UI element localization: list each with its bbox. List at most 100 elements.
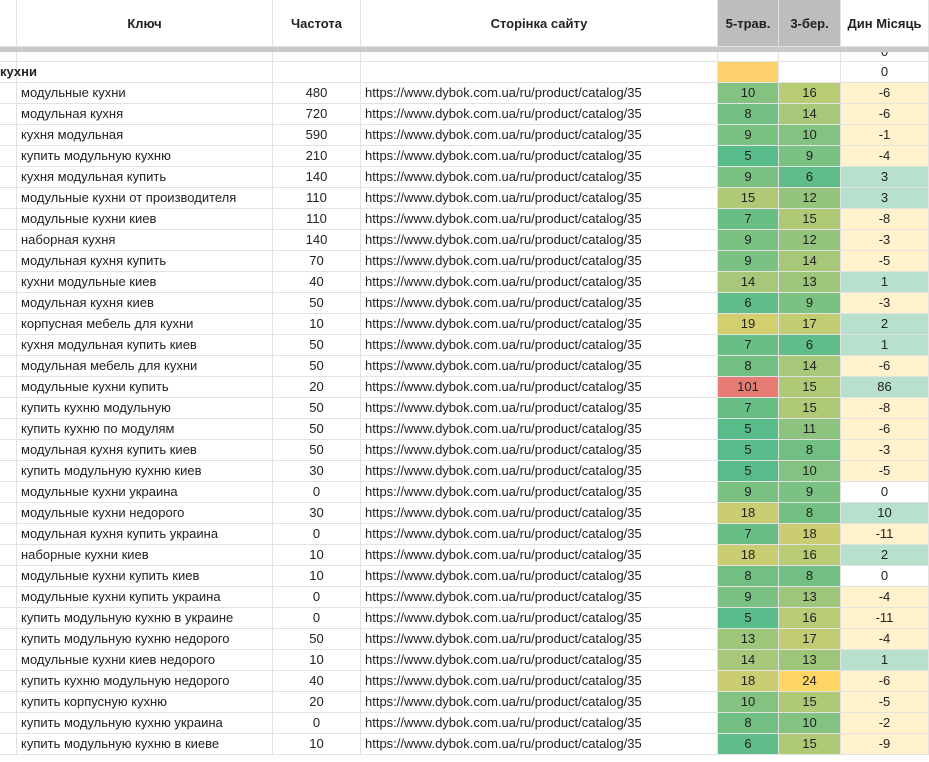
position-may: 5 — [718, 440, 779, 461]
page-url: https://www.dybok.com.ua/ru/product/cata… — [361, 503, 718, 524]
page-url: https://www.dybok.com.ua/ru/product/cata… — [361, 188, 718, 209]
monthly-change: 0 — [841, 482, 929, 503]
position-may: 15 — [718, 188, 779, 209]
monthly-change: -9 — [841, 734, 929, 755]
frequency: 720 — [273, 104, 361, 125]
position-march: 13 — [779, 650, 841, 671]
monthly-change: -5 — [841, 692, 929, 713]
monthly-change: -3 — [841, 293, 929, 314]
row-gutter — [0, 146, 17, 167]
row-gutter — [0, 566, 17, 587]
position-may: 9 — [718, 587, 779, 608]
cell — [273, 52, 361, 62]
monthly-change: -4 — [841, 629, 929, 650]
page-url: https://www.dybok.com.ua/ru/product/cata… — [361, 482, 718, 503]
keyword: модульная кухня купить — [17, 251, 273, 272]
monthly-change: 1 — [841, 272, 929, 293]
position-march: 17 — [779, 314, 841, 335]
keyword: модульные кухни киев недорого — [17, 650, 273, 671]
position-may: 5 — [718, 146, 779, 167]
row-gutter — [0, 503, 17, 524]
page-url: https://www.dybok.com.ua/ru/product/cata… — [361, 209, 718, 230]
group-name: кухни — [0, 62, 273, 83]
row-gutter — [0, 83, 17, 104]
monthly-change: -3 — [841, 230, 929, 251]
page-url: https://www.dybok.com.ua/ru/product/cata… — [361, 104, 718, 125]
keyword: модульная мебель для кухни — [17, 356, 273, 377]
row-gutter — [0, 608, 17, 629]
page-url: https://www.dybok.com.ua/ru/product/cata… — [361, 566, 718, 587]
monthly-change: 86 — [841, 377, 929, 398]
column-header: Частота — [273, 0, 361, 47]
position-march: 17 — [779, 629, 841, 650]
monthly-change: 1 — [841, 650, 929, 671]
monthly-change: -6 — [841, 356, 929, 377]
row-gutter — [0, 188, 17, 209]
position-may: 101 — [718, 377, 779, 398]
position-may: 5 — [718, 461, 779, 482]
keyword: модульные кухни — [17, 83, 273, 104]
keyword: купить модульную кухню недорого — [17, 629, 273, 650]
page-url: https://www.dybok.com.ua/ru/product/cata… — [361, 587, 718, 608]
page-url: https://www.dybok.com.ua/ru/product/cata… — [361, 314, 718, 335]
page-url: https://www.dybok.com.ua/ru/product/cata… — [361, 461, 718, 482]
frequency: 590 — [273, 125, 361, 146]
position-march: 12 — [779, 230, 841, 251]
position-march: 10 — [779, 461, 841, 482]
keyword: кухня модульная купить киев — [17, 335, 273, 356]
column-header: Ключ — [17, 0, 273, 47]
cell — [718, 52, 779, 62]
row-gutter — [0, 692, 17, 713]
position-may: 8 — [718, 104, 779, 125]
position-may: 9 — [718, 125, 779, 146]
position-march: 15 — [779, 377, 841, 398]
row-gutter — [0, 440, 17, 461]
keyword: кухни модульные киев — [17, 272, 273, 293]
frequency: 0 — [273, 713, 361, 734]
frequency: 50 — [273, 440, 361, 461]
cell — [779, 62, 841, 83]
position-may: 7 — [718, 209, 779, 230]
keyword: корпусная мебель для кухни — [17, 314, 273, 335]
position-may: 6 — [718, 293, 779, 314]
position-march: 13 — [779, 272, 841, 293]
frequency: 10 — [273, 734, 361, 755]
page-url: https://www.dybok.com.ua/ru/product/cata… — [361, 713, 718, 734]
monthly-change: -1 — [841, 125, 929, 146]
frequency: 140 — [273, 167, 361, 188]
position-march: 6 — [779, 167, 841, 188]
position-may: 14 — [718, 272, 779, 293]
row-gutter — [0, 377, 17, 398]
cell: 0 — [841, 52, 929, 62]
monthly-change: 2 — [841, 314, 929, 335]
monthly-change: 2 — [841, 545, 929, 566]
page-url: https://www.dybok.com.ua/ru/product/cata… — [361, 524, 718, 545]
page-url: https://www.dybok.com.ua/ru/product/cata… — [361, 377, 718, 398]
position-may: 10 — [718, 692, 779, 713]
frequency: 50 — [273, 293, 361, 314]
keyword: наборные кухни киев — [17, 545, 273, 566]
row-gutter — [0, 482, 17, 503]
position-march: 12 — [779, 188, 841, 209]
frequency: 0 — [273, 482, 361, 503]
monthly-change: -6 — [841, 83, 929, 104]
position-march: 15 — [779, 734, 841, 755]
page-url: https://www.dybok.com.ua/ru/product/cata… — [361, 692, 718, 713]
frequency: 30 — [273, 461, 361, 482]
page-url: https://www.dybok.com.ua/ru/product/cata… — [361, 272, 718, 293]
position-may: 5 — [718, 419, 779, 440]
position-may: 10 — [718, 83, 779, 104]
position-may: 7 — [718, 335, 779, 356]
column-header: 5-трав. — [718, 0, 779, 47]
cell — [0, 52, 17, 62]
position-march: 6 — [779, 335, 841, 356]
frequency: 40 — [273, 272, 361, 293]
row-gutter — [0, 104, 17, 125]
frequency: 480 — [273, 83, 361, 104]
position-march: 24 — [779, 671, 841, 692]
page-url: https://www.dybok.com.ua/ru/product/cata… — [361, 671, 718, 692]
frequency: 50 — [273, 419, 361, 440]
keyword: купить модульную кухню киев — [17, 461, 273, 482]
frequency: 50 — [273, 629, 361, 650]
